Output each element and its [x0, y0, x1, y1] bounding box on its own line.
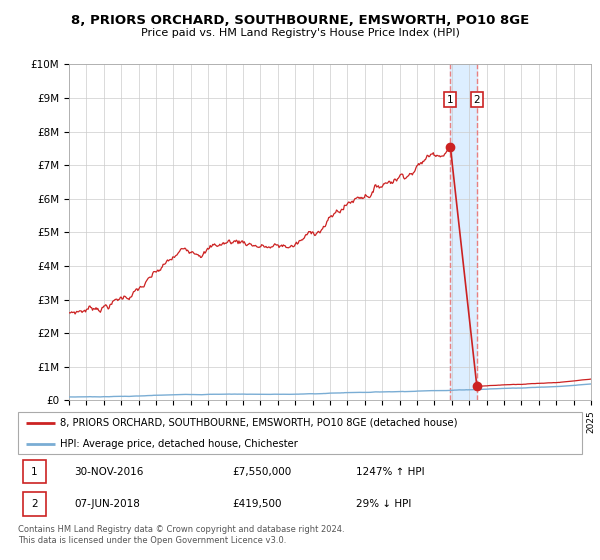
Text: Contains HM Land Registry data © Crown copyright and database right 2024.
This d: Contains HM Land Registry data © Crown c… — [18, 525, 344, 545]
Text: 30-NOV-2016: 30-NOV-2016 — [74, 466, 144, 477]
Text: 1: 1 — [31, 466, 38, 477]
Text: HPI: Average price, detached house, Chichester: HPI: Average price, detached house, Chic… — [60, 440, 298, 449]
Text: £7,550,000: £7,550,000 — [232, 466, 292, 477]
Text: 29% ↓ HPI: 29% ↓ HPI — [356, 499, 412, 509]
Text: 1: 1 — [447, 95, 454, 105]
Text: 07-JUN-2018: 07-JUN-2018 — [74, 499, 140, 509]
FancyBboxPatch shape — [18, 412, 582, 454]
Text: 1247% ↑ HPI: 1247% ↑ HPI — [356, 466, 425, 477]
Bar — [451, 64, 477, 400]
Text: 2: 2 — [31, 499, 38, 509]
FancyBboxPatch shape — [23, 492, 46, 516]
Text: Price paid vs. HM Land Registry's House Price Index (HPI): Price paid vs. HM Land Registry's House … — [140, 28, 460, 38]
Text: 8, PRIORS ORCHARD, SOUTHBOURNE, EMSWORTH, PO10 8GE: 8, PRIORS ORCHARD, SOUTHBOURNE, EMSWORTH… — [71, 14, 529, 27]
Text: 8, PRIORS ORCHARD, SOUTHBOURNE, EMSWORTH, PO10 8GE (detached house): 8, PRIORS ORCHARD, SOUTHBOURNE, EMSWORTH… — [60, 418, 458, 428]
FancyBboxPatch shape — [23, 460, 46, 483]
Text: £419,500: £419,500 — [232, 499, 282, 509]
Text: 2: 2 — [473, 95, 480, 105]
